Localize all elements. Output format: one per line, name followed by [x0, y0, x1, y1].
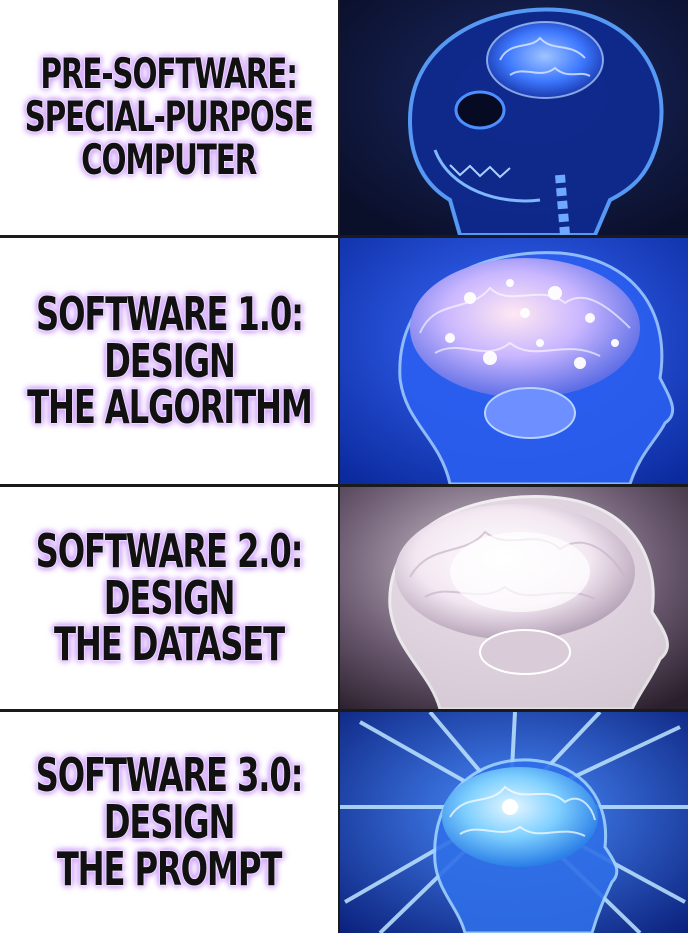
- caption-4-line-3: THE PROMPT: [56, 841, 283, 896]
- caption-panel-1: PRE-SOFTWARE: SPECIAL-PURPOSE COMPUTER: [0, 0, 340, 235]
- caption-2-line-1: SOFTWARE 1.0:: [35, 286, 304, 341]
- caption-panel-4: SOFTWARE 3.0: DESIGN THE PROMPT: [0, 712, 340, 933]
- caption-2-line-2: DESIGN: [103, 333, 236, 388]
- caption-4: SOFTWARE 3.0: DESIGN THE PROMPT: [35, 748, 304, 896]
- caption-3-line-3: THE DATASET: [53, 617, 285, 672]
- skull-brain-icon: [340, 0, 688, 235]
- brain-image-2: [340, 238, 688, 484]
- caption-3-line-1: SOFTWARE 2.0:: [35, 523, 304, 578]
- caption-3-line-2: DESIGN: [103, 570, 236, 625]
- caption-4-line-2: DESIGN: [103, 795, 236, 850]
- caption-1-line-1: PRE-SOFTWARE:: [40, 49, 299, 99]
- brain-image-3: [340, 487, 688, 709]
- caption-3: SOFTWARE 2.0: DESIGN THE DATASET: [35, 523, 304, 672]
- sparkling-brain-icon: [340, 238, 688, 484]
- caption-panel-3: SOFTWARE 2.0: DESIGN THE DATASET: [0, 487, 340, 709]
- panel-row-1: PRE-SOFTWARE: SPECIAL-PURPOSE COMPUTER: [0, 0, 688, 235]
- brain-image-1: [340, 0, 688, 235]
- caption-1-line-2: SPECIAL-PURPOSE: [24, 92, 314, 142]
- brain-image-4: [340, 712, 688, 933]
- caption-2-line-3: THE ALGORITHM: [26, 380, 313, 435]
- white-glow-brain-icon: [340, 487, 688, 709]
- caption-panel-2: SOFTWARE 1.0: DESIGN THE ALGORITHM: [0, 238, 340, 484]
- caption-1-line-3: COMPUTER: [81, 134, 257, 184]
- caption-4-line-1: SOFTWARE 3.0:: [35, 748, 304, 803]
- panel-row-4: SOFTWARE 3.0: DESIGN THE PROMPT: [0, 709, 688, 933]
- radiating-brain-icon: [340, 712, 688, 933]
- panel-row-2: SOFTWARE 1.0: DESIGN THE ALGORITHM: [0, 235, 688, 484]
- caption-1: PRE-SOFTWARE: SPECIAL-PURPOSE COMPUTER: [24, 49, 314, 184]
- caption-2: SOFTWARE 1.0: DESIGN THE ALGORITHM: [26, 286, 313, 435]
- panel-row-3: SOFTWARE 2.0: DESIGN THE DATASET: [0, 484, 688, 709]
